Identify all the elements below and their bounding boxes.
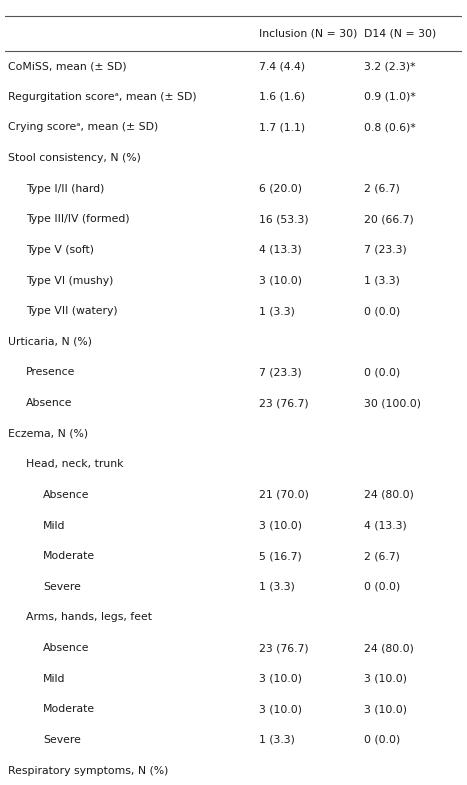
Text: Absence: Absence <box>26 398 72 408</box>
Text: 3 (10.0): 3 (10.0) <box>364 674 407 684</box>
Text: 3 (10.0): 3 (10.0) <box>259 520 302 531</box>
Text: 1 (3.3): 1 (3.3) <box>259 582 295 592</box>
Text: Severe: Severe <box>43 582 81 592</box>
Text: 24 (80.0): 24 (80.0) <box>364 490 414 500</box>
Text: 23 (76.7): 23 (76.7) <box>259 398 308 408</box>
Text: Type VII (watery): Type VII (watery) <box>26 306 117 316</box>
Text: 1 (3.3): 1 (3.3) <box>259 735 295 745</box>
Text: D14 (N = 30): D14 (N = 30) <box>364 28 436 38</box>
Text: Regurgitation scoreᵃ, mean (± SD): Regurgitation scoreᵃ, mean (± SD) <box>8 92 197 102</box>
Text: Inclusion (N = 30): Inclusion (N = 30) <box>259 28 357 38</box>
Text: 3 (10.0): 3 (10.0) <box>259 704 302 714</box>
Text: 1 (3.3): 1 (3.3) <box>364 276 400 286</box>
Text: 7.4 (4.4): 7.4 (4.4) <box>259 61 305 71</box>
Text: 7 (23.3): 7 (23.3) <box>259 367 301 378</box>
Text: Presence: Presence <box>26 367 75 378</box>
Text: 24 (80.0): 24 (80.0) <box>364 643 414 653</box>
Text: 2 (6.7): 2 (6.7) <box>364 184 400 194</box>
Text: 16 (53.3): 16 (53.3) <box>259 214 308 225</box>
Text: Moderate: Moderate <box>43 704 95 714</box>
Text: 1.7 (1.1): 1.7 (1.1) <box>259 122 305 133</box>
Text: Severe: Severe <box>43 735 81 745</box>
Text: 5 (16.7): 5 (16.7) <box>259 551 301 561</box>
Text: 7 (23.3): 7 (23.3) <box>364 245 407 255</box>
Text: Mild: Mild <box>43 674 65 684</box>
Text: 3 (10.0): 3 (10.0) <box>364 704 407 714</box>
Text: 0.9 (1.0)*: 0.9 (1.0)* <box>364 92 416 102</box>
Text: CoMiSS, mean (± SD): CoMiSS, mean (± SD) <box>8 61 127 71</box>
Text: 23 (76.7): 23 (76.7) <box>259 643 308 653</box>
Text: Head, neck, trunk: Head, neck, trunk <box>26 459 123 469</box>
Text: Type III/IV (formed): Type III/IV (formed) <box>26 214 129 225</box>
Text: Mild: Mild <box>43 520 65 531</box>
Text: 3 (10.0): 3 (10.0) <box>259 674 302 684</box>
Text: 1.6 (1.6): 1.6 (1.6) <box>259 92 305 102</box>
Text: Absence: Absence <box>43 490 90 500</box>
Text: Type VI (mushy): Type VI (mushy) <box>26 276 113 286</box>
Text: 3 (10.0): 3 (10.0) <box>259 276 302 286</box>
Text: 0 (0.0): 0 (0.0) <box>364 582 400 592</box>
Text: Stool consistency, N (%): Stool consistency, N (%) <box>8 153 141 163</box>
Text: 0 (0.0): 0 (0.0) <box>364 367 400 378</box>
Text: 4 (13.3): 4 (13.3) <box>259 245 301 255</box>
Text: 2 (6.7): 2 (6.7) <box>364 551 400 561</box>
Text: 30 (100.0): 30 (100.0) <box>364 398 421 408</box>
Text: Type I/II (hard): Type I/II (hard) <box>26 184 104 194</box>
Text: Respiratory symptoms, N (%): Respiratory symptoms, N (%) <box>8 765 169 776</box>
Text: 0 (0.0): 0 (0.0) <box>364 306 400 316</box>
Text: Crying scoreᵃ, mean (± SD): Crying scoreᵃ, mean (± SD) <box>8 122 159 133</box>
Text: 6 (20.0): 6 (20.0) <box>259 184 302 194</box>
Text: Urticaria, N (%): Urticaria, N (%) <box>8 337 92 347</box>
Text: 3.2 (2.3)*: 3.2 (2.3)* <box>364 61 416 71</box>
Text: 0 (0.0): 0 (0.0) <box>364 735 400 745</box>
Text: 20 (66.7): 20 (66.7) <box>364 214 414 225</box>
Text: Type V (soft): Type V (soft) <box>26 245 94 255</box>
Text: 21 (70.0): 21 (70.0) <box>259 490 309 500</box>
Text: Absence: Absence <box>43 643 90 653</box>
Text: 0.8 (0.6)*: 0.8 (0.6)* <box>364 122 416 133</box>
Text: Eczema, N (%): Eczema, N (%) <box>8 429 88 439</box>
Text: 4 (13.3): 4 (13.3) <box>364 520 407 531</box>
Text: 1 (3.3): 1 (3.3) <box>259 306 295 316</box>
Text: Arms, hands, legs, feet: Arms, hands, legs, feet <box>26 612 152 623</box>
Text: Moderate: Moderate <box>43 551 95 561</box>
